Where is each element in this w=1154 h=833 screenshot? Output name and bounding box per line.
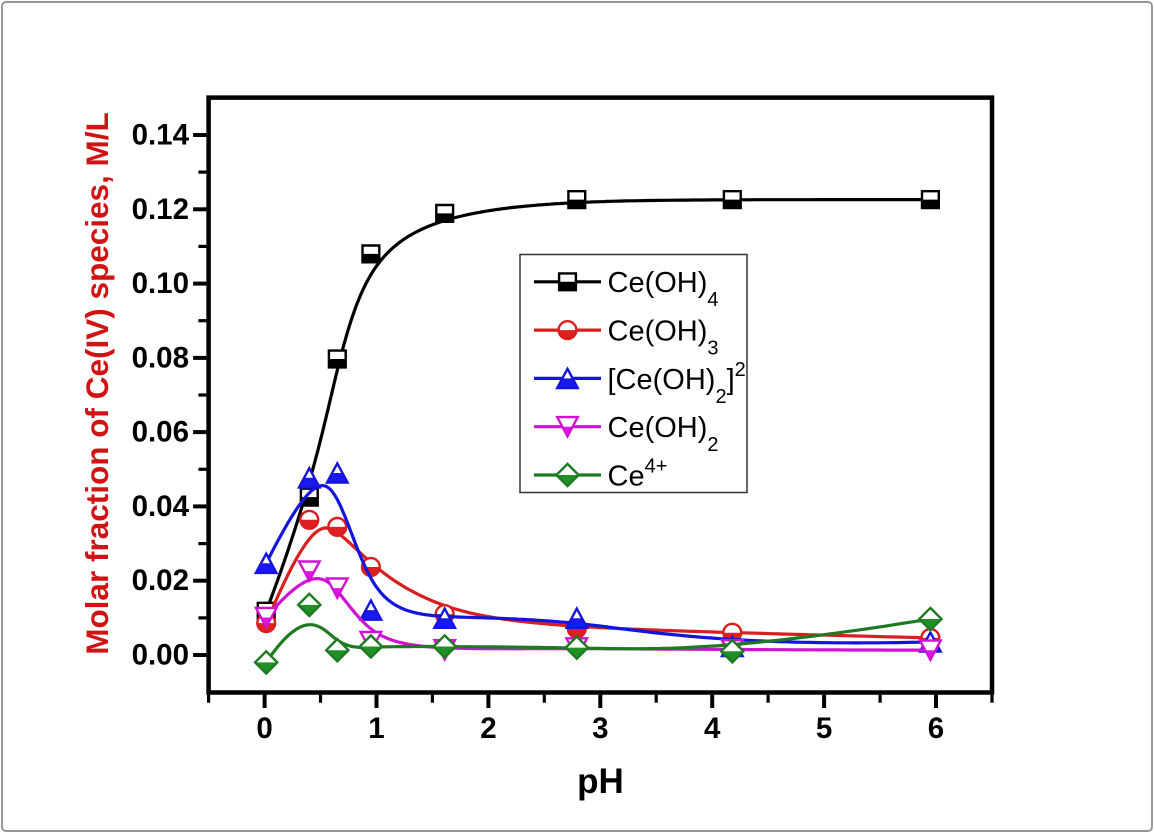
svg-text:Molar fraction of Ce(IV) speci: Molar fraction of Ce(IV) species, M/L (79, 112, 115, 655)
svg-text:Ce(OH)3: Ce(OH)3 (608, 316, 719, 360)
svg-text:pH: pH (577, 762, 624, 801)
svg-text:Ce4+: Ce4+ (608, 455, 668, 492)
svg-text:0.04: 0.04 (132, 490, 190, 523)
svg-text:0.14: 0.14 (132, 119, 190, 152)
svg-text:1: 1 (368, 712, 384, 745)
svg-text:5: 5 (816, 712, 832, 745)
svg-text:0.00: 0.00 (132, 639, 189, 672)
svg-text:0.08: 0.08 (132, 341, 189, 374)
svg-text:0.06: 0.06 (132, 416, 189, 449)
svg-text:0: 0 (256, 712, 272, 745)
svg-text:6: 6 (928, 712, 944, 745)
svg-text:0.12: 0.12 (132, 193, 189, 226)
svg-text:Ce(OH)4: Ce(OH)4 (608, 267, 719, 311)
svg-text:Ce(OH)2: Ce(OH)2 (608, 412, 719, 456)
svg-text:0.02: 0.02 (132, 564, 189, 597)
svg-text:3: 3 (592, 712, 608, 745)
svg-text:2: 2 (480, 712, 496, 745)
svg-text:0.10: 0.10 (132, 267, 189, 300)
svg-text:[Ce(OH)2]2: [Ce(OH)2]2 (608, 359, 746, 408)
svg-text:4: 4 (704, 712, 721, 745)
